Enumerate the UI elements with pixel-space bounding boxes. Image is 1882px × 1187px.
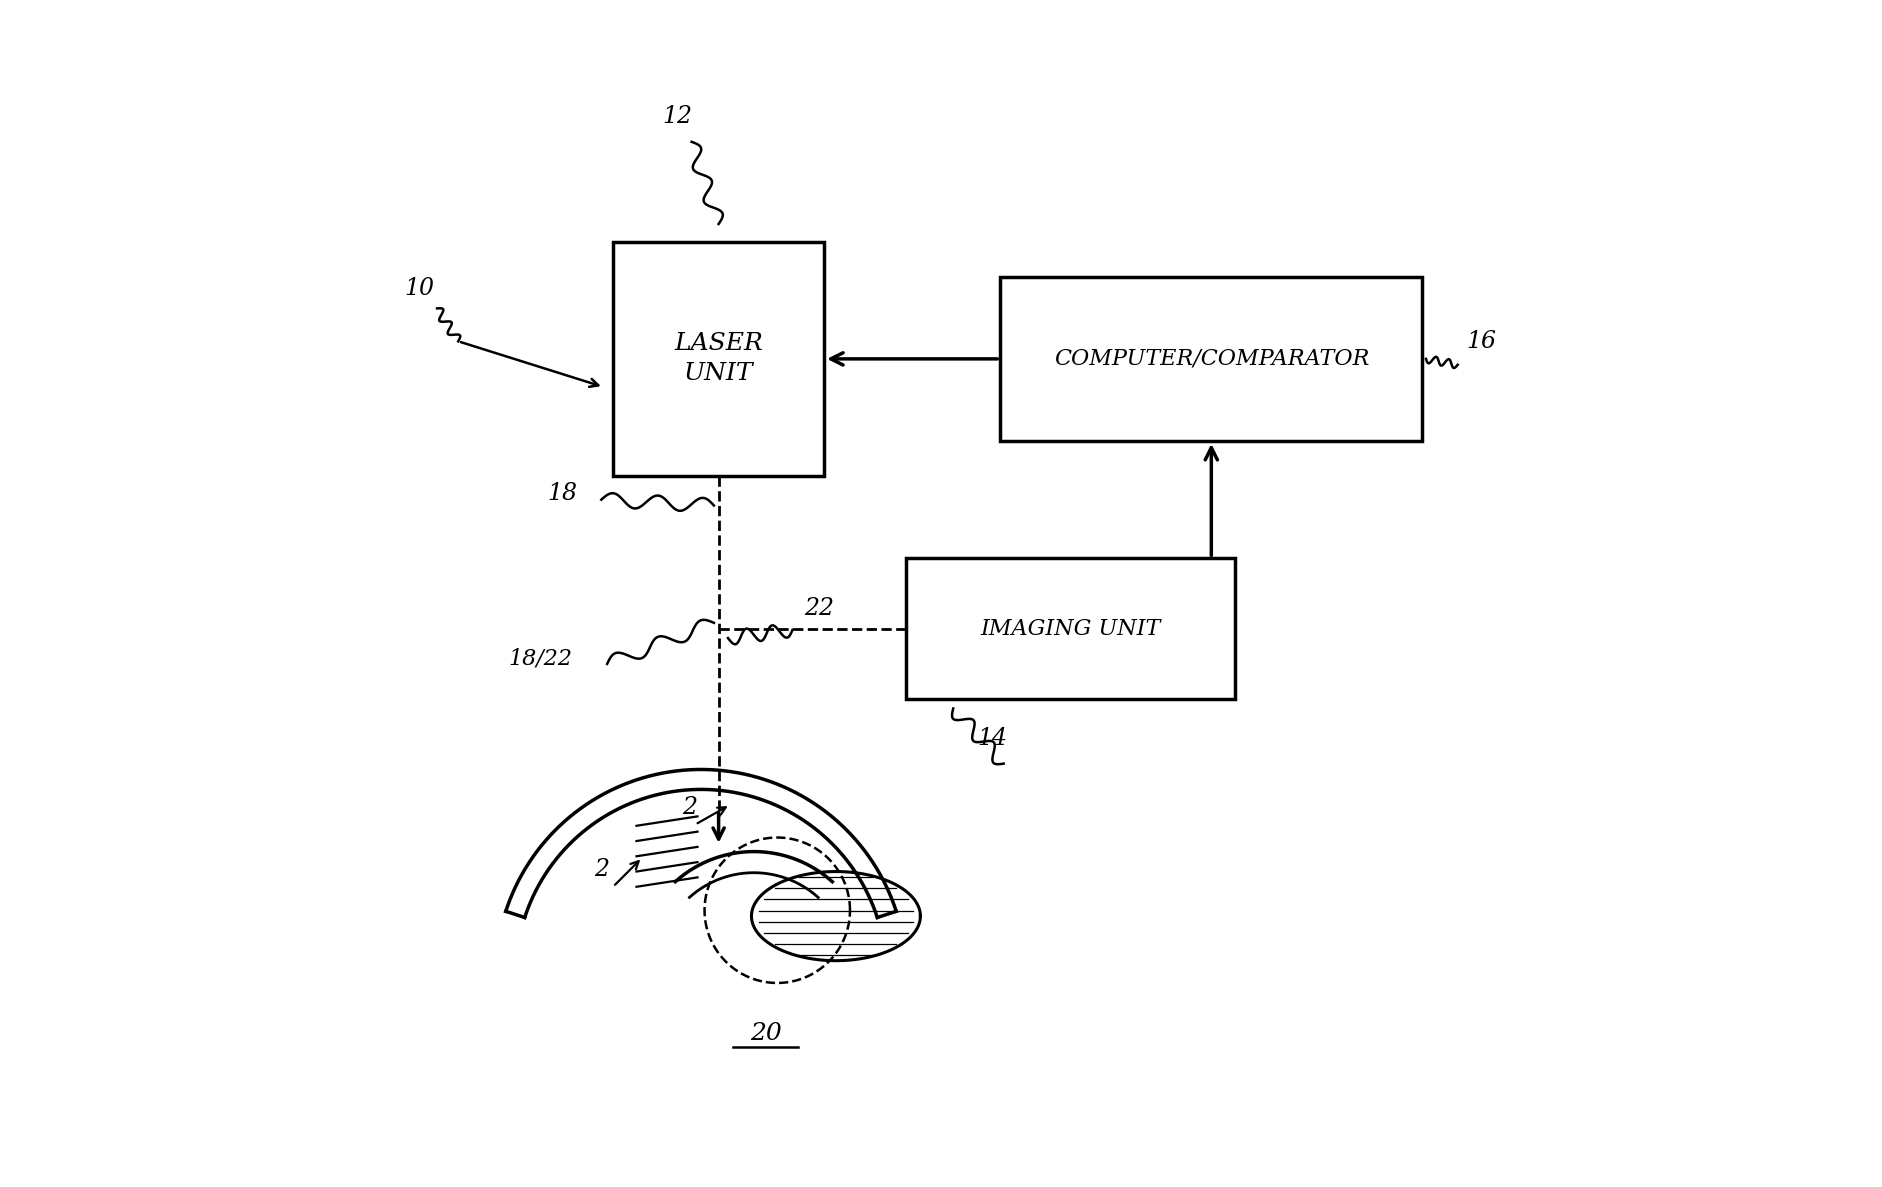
Text: 16: 16 [1464,330,1494,353]
Text: 2: 2 [593,858,608,881]
Text: 10: 10 [405,278,435,300]
Text: IMAGING UNIT: IMAGING UNIT [981,617,1159,640]
Text: 22: 22 [804,597,834,621]
Text: 2: 2 [681,795,696,819]
Text: 12: 12 [662,104,693,128]
Text: 14: 14 [977,726,1007,749]
Text: LASER
UNIT: LASER UNIT [674,332,762,386]
FancyBboxPatch shape [614,242,824,476]
Text: 18/22: 18/22 [508,647,572,669]
FancyBboxPatch shape [905,558,1235,699]
Text: COMPUTER/COMPARATOR: COMPUTER/COMPARATOR [1054,348,1368,370]
Text: 20: 20 [749,1022,781,1045]
FancyBboxPatch shape [999,277,1421,442]
Text: 18: 18 [548,482,578,506]
